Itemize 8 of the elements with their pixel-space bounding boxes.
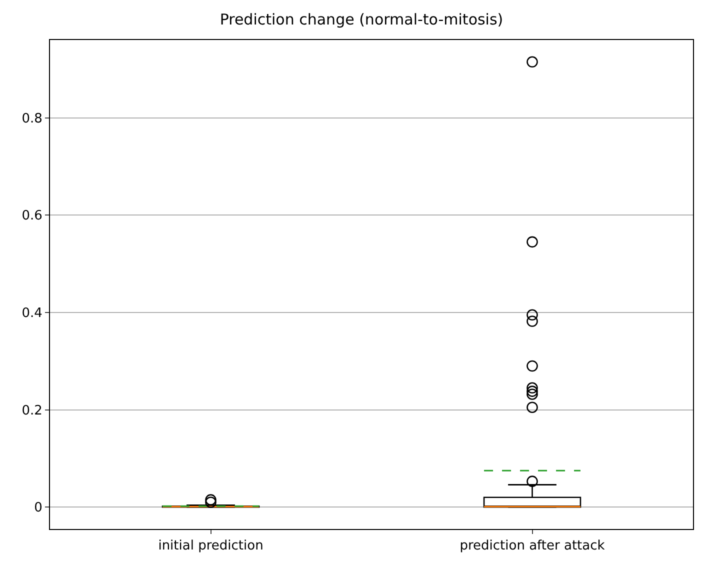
y-tick-label: 0.8 [22, 111, 42, 126]
x-tick-label: prediction after attack [460, 538, 606, 554]
x-tick-label: initial prediction [158, 538, 264, 554]
chart-title: Prediction change (normal-to-mitosis) [220, 10, 504, 29]
y-tick-label: 0.2 [22, 403, 42, 418]
y-tick-label: 0.6 [22, 208, 42, 224]
y-tick-label: 0.4 [22, 306, 42, 322]
y-tick-label: 0 [34, 500, 42, 516]
